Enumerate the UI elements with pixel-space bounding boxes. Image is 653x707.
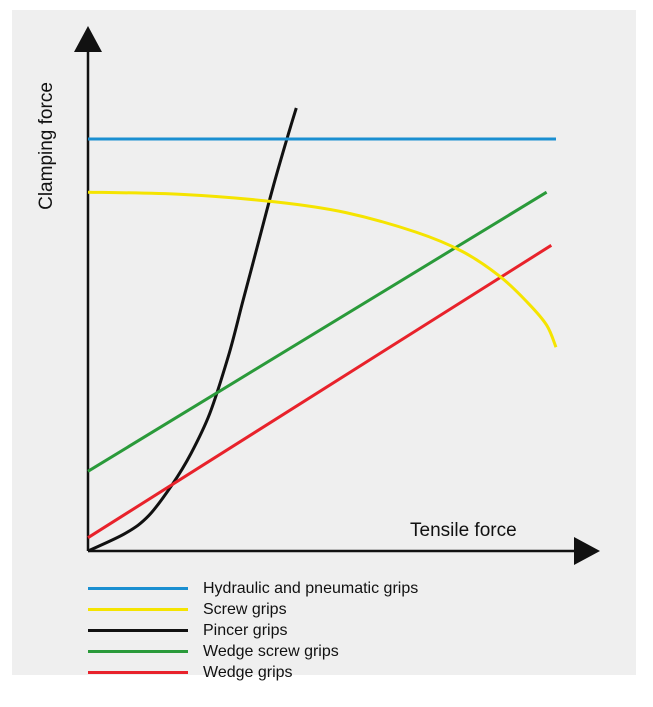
- legend-item-hydraulic-and-pneumatic-grips: Hydraulic and pneumatic grips: [88, 578, 608, 599]
- x-axis-arrow: [574, 537, 600, 565]
- legend-label: Hydraulic and pneumatic grips: [203, 580, 419, 597]
- legend-swatch: [88, 629, 188, 632]
- y-axis-arrow: [74, 26, 102, 52]
- legend-label: Wedge screw grips: [203, 643, 339, 660]
- legend-item-wedge-grips: Wedge grips: [88, 662, 608, 683]
- legend: Hydraulic and pneumatic grips Screw grips…: [88, 578, 608, 683]
- legend-item-screw-grips: Screw grips: [88, 599, 608, 620]
- legend-item-pincer-grips: Pincer grips: [88, 620, 608, 641]
- chart-background: [12, 10, 636, 675]
- series-line-pincer-grips: [87, 107, 298, 553]
- axes: [74, 26, 600, 565]
- legend-label: Screw grips: [203, 601, 287, 618]
- x-axis-label: Tensile force: [410, 520, 517, 541]
- legend-label: Pincer grips: [203, 622, 288, 639]
- legend-swatch: [88, 671, 188, 674]
- series-layer: [87, 107, 558, 553]
- y-axis-label: Clamping force: [36, 82, 57, 210]
- legend-swatch: [88, 608, 188, 611]
- legend-label: Wedge grips: [203, 664, 293, 681]
- series-line-screw-grips: [87, 190, 558, 348]
- series-line-wedge-screw-grips: [87, 190, 548, 473]
- series-line-wedge-grips: [87, 244, 553, 539]
- legend-item-wedge-screw-grips: Wedge screw grips: [88, 641, 608, 662]
- legend-swatch: [88, 587, 188, 590]
- legend-swatch: [88, 650, 188, 653]
